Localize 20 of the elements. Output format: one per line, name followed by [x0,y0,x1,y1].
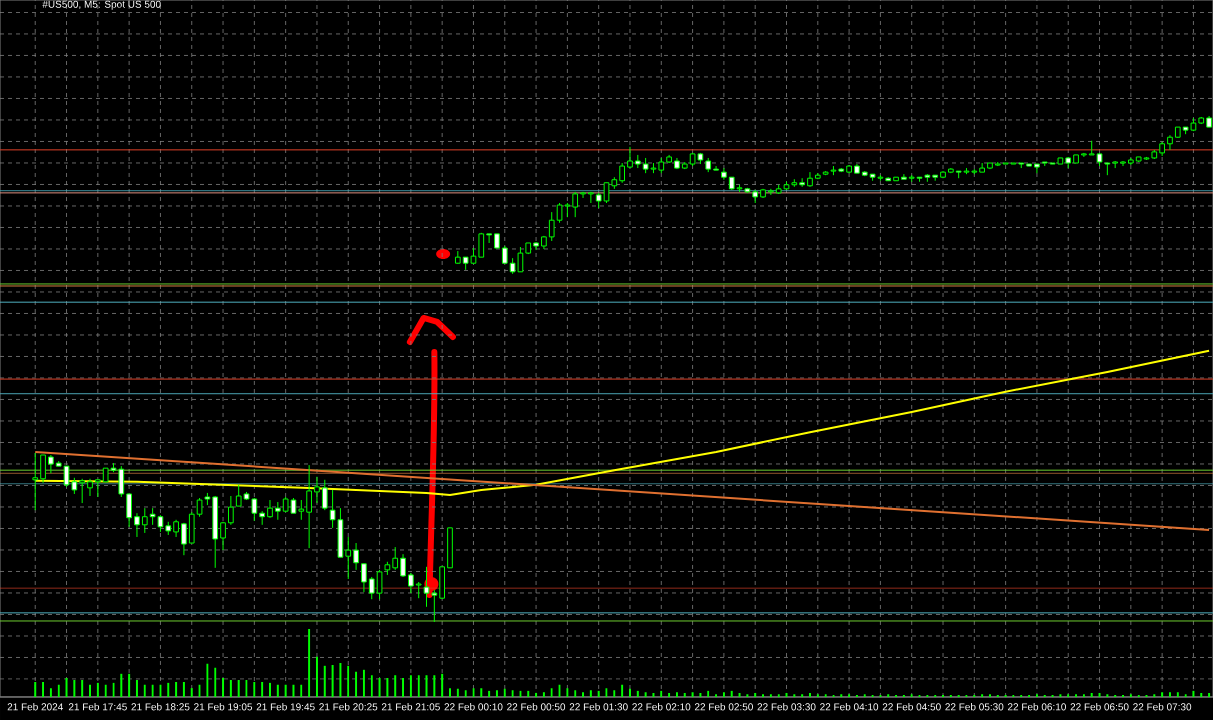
x-tick-label: 22 Feb 01:30 [569,703,628,711]
x-tick-label: 21 Feb 19:05 [194,703,253,711]
x-tick-label: 22 Feb 04:50 [882,703,941,711]
x-tick-label: 22 Feb 04:10 [820,703,879,711]
x-tick-label: 21 Feb 18:25 [131,703,190,711]
x-tick-label: 21 Feb 20:25 [319,703,378,711]
x-tick-label: 21 Feb 17:45 [68,703,127,711]
x-tick-label: 22 Feb 06:10 [1007,703,1066,711]
x-tick-label: 22 Feb 00:50 [507,703,566,711]
x-tick-label: 22 Feb 07:30 [1133,703,1192,711]
x-tick-label: 22 Feb 03:30 [757,703,816,711]
chart-title: #US500, M5: Spot US 500 [42,0,161,10]
x-tick-label: 22 Feb 00:10 [444,703,503,711]
x-tick-label: 21 Feb 21:05 [381,703,440,711]
x-tick-label: 21 Feb 19:45 [256,703,315,711]
x-tick-label: 22 Feb 02:50 [694,703,753,711]
x-tick-label: 21 Feb 2024 [7,703,63,711]
x-tick-label: 22 Feb 06:50 [1070,703,1129,711]
x-tick-label: 22 Feb 02:10 [632,703,691,711]
x-tick-label: 22 Feb 05:30 [945,703,1004,711]
